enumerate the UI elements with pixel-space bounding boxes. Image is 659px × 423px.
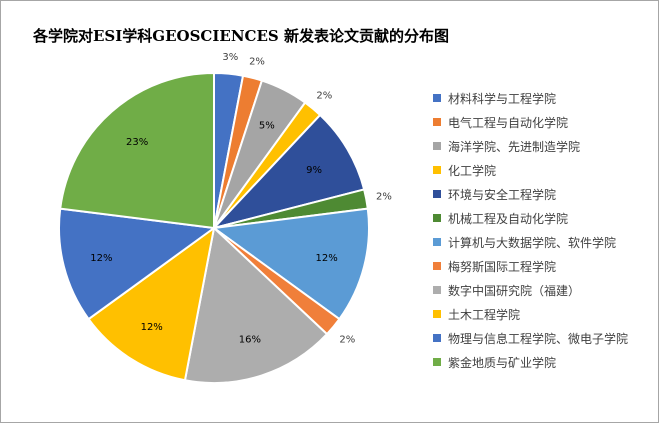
pie-slice-9 <box>87 225 216 382</box>
legend-label-9: 土木工程学院 <box>448 307 521 322</box>
data-label-5: 2% <box>376 192 392 203</box>
legend-label-3: 化工学院 <box>448 163 497 178</box>
legend: 材料科学与工程学院 电气工程与自动化学院 海洋学院、先进制造学院 化工学院环境与安全工… <box>433 86 628 374</box>
pie-slice-6 <box>211 207 370 321</box>
legend-item-10: 物理与信息工程学院、微电子学院 <box>433 326 628 350</box>
legend-swatch-6 <box>433 238 441 246</box>
pie-slice-10 <box>58 207 217 321</box>
data-label-4: 9% <box>306 165 322 176</box>
legend-item-4: 环境与安全工程学院 <box>433 182 628 206</box>
legend-item-2: 海洋学院、先进制造学院 <box>433 134 628 158</box>
legend-label-5: 机械工程及自动化学院 <box>448 211 569 226</box>
legend-label-7: 梅努斯国际工程学院 <box>448 259 557 274</box>
legend-swatch-5 <box>433 214 441 222</box>
data-label-7: 2% <box>339 334 355 345</box>
legend-item-3: 化工学院 <box>433 158 628 182</box>
legend-label-0: 材料科学与工程学院 <box>448 91 557 106</box>
legend-item-1: 电气工程与自动化学院 <box>433 110 628 134</box>
pie-slice-8 <box>183 226 329 384</box>
data-label-8: 16% <box>239 335 261 346</box>
legend-item-9: 土木工程学院 <box>433 302 628 326</box>
legend-label-4: 环境与安全工程学院 <box>448 187 557 202</box>
legend-label-2: 海洋学院、先进制造学院 <box>448 139 581 154</box>
legend-label-1: 电气工程与自动化学院 <box>448 115 569 130</box>
legend-item-0: 材料科学与工程学院 <box>433 86 628 110</box>
data-label-6: 12% <box>315 253 337 264</box>
legend-item-7: 梅努斯国际工程学院 <box>433 254 628 278</box>
data-label-3: 2% <box>316 91 332 102</box>
legend-swatch-9 <box>433 310 441 318</box>
legend-item-11: 紫金地质与矿业学院 <box>433 350 628 374</box>
legend-item-6: 计算机与大数据学院、软件学院 <box>433 230 628 254</box>
legend-swatch-10 <box>433 334 441 342</box>
pie-slice-11 <box>59 71 215 230</box>
chart-title: 各学院对ESI学科GEOSCIENCES 新发表论文贡献的分布图 <box>33 27 449 45</box>
data-label-9: 12% <box>141 322 163 333</box>
data-label-0: 3% <box>222 52 238 63</box>
data-label-11: 23% <box>126 137 148 148</box>
legend-label-6: 计算机与大数据学院、软件学院 <box>448 235 617 250</box>
legend-swatch-3 <box>433 166 441 174</box>
legend-swatch-0 <box>433 94 441 102</box>
pie-slice-4 <box>210 113 366 230</box>
legend-item-5: 机械工程及自动化学院 <box>433 206 628 230</box>
legend-label-8: 数字中国研究院（福建） <box>448 283 581 298</box>
legend-item-8: 数字中国研究院（福建） <box>433 278 628 302</box>
legend-label-10: 物理与信息工程学院、微电子学院 <box>448 331 629 346</box>
legend-swatch-1 <box>433 118 441 126</box>
legend-swatch-7 <box>433 262 441 270</box>
data-label-1: 2% <box>249 56 265 67</box>
legend-label-11: 紫金地质与矿业学院 <box>448 355 557 370</box>
data-label-10: 12% <box>90 253 112 264</box>
legend-swatch-4 <box>433 190 441 198</box>
legend-swatch-2 <box>433 142 441 150</box>
legend-swatch-8 <box>433 286 441 294</box>
data-label-2: 5% <box>259 120 275 131</box>
legend-swatch-11 <box>433 358 441 366</box>
